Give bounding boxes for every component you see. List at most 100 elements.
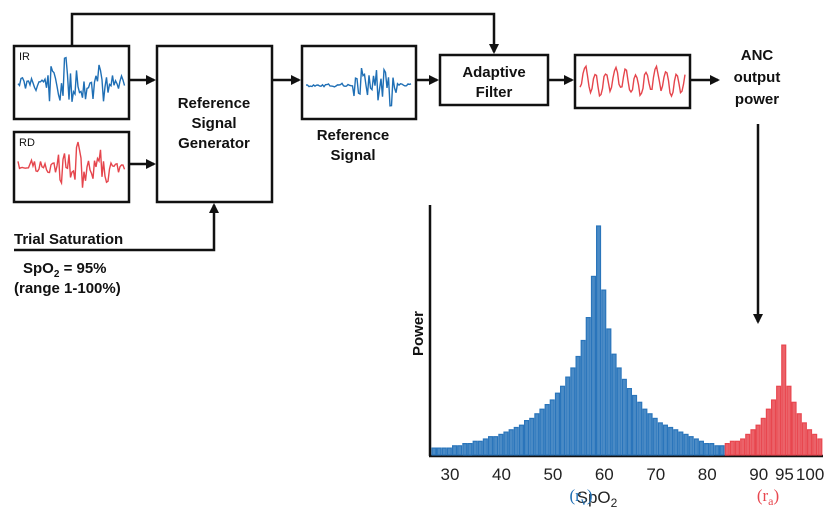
reference-waveform [305, 67, 412, 107]
venous-bar [482, 438, 488, 456]
venous-bar [539, 408, 545, 456]
venous-bar [452, 445, 458, 456]
venous-bar [534, 413, 540, 456]
x-tick-label: 60 [595, 465, 614, 484]
reference-signal-box: Reference Signal [300, 44, 418, 164]
venous-bar [698, 440, 705, 456]
ir-to-filter-arrow [70, 12, 499, 54]
x-tick-label: 90 [749, 465, 768, 484]
connectors [14, 12, 763, 324]
saturation-to-generator-arrow [14, 203, 219, 252]
venous-bar [570, 367, 576, 456]
reference-label-line1: Reference [317, 127, 390, 144]
venous-bar [446, 447, 452, 456]
venous-bar [549, 399, 555, 456]
anc-output-label: ANC output power [734, 47, 781, 108]
venous-bar [688, 436, 694, 456]
venous-peak-label: (rv) [570, 486, 593, 507]
venous-bar [621, 378, 627, 456]
arterial-bar [740, 438, 746, 456]
arterial-bar [724, 443, 730, 456]
venous-bar [462, 443, 468, 456]
arterial-bar [801, 422, 807, 456]
x-tick-label: 50 [543, 465, 562, 484]
venous-bar [559, 385, 566, 456]
venous-bar [580, 339, 586, 456]
arterial-bar [806, 429, 813, 456]
arterial-bar [770, 399, 777, 456]
reference-label-line2: Signal [330, 147, 375, 164]
venous-bar [508, 429, 514, 456]
venous-bar [544, 404, 550, 456]
venous-bar [523, 420, 530, 456]
histogram-bars [431, 225, 823, 456]
filtered-output-box [573, 53, 692, 110]
generator-label-line1: Reference [178, 95, 251, 112]
venous-bar [503, 431, 509, 456]
arterial-bar [765, 408, 771, 456]
arterial-bar [734, 440, 741, 456]
x-tick-label: 100 [796, 465, 824, 484]
anc-label-line3: power [735, 91, 779, 108]
venous-bar [673, 429, 679, 456]
trial-saturation-label: Trial Saturation [14, 231, 123, 248]
arterial-bar [745, 433, 751, 456]
arterial-bar [791, 401, 797, 456]
arterial-bar [755, 424, 761, 456]
venous-bar [631, 394, 638, 456]
arterial-bar [796, 413, 802, 456]
venous-bar [714, 445, 720, 456]
reference-signal-generator-box: Reference Signal Generator [155, 44, 274, 204]
arterial-bar [781, 344, 787, 456]
anc-label-line1: ANC [741, 47, 774, 64]
venous-bar [637, 401, 643, 456]
venous-bar [606, 328, 612, 456]
venous-bar [590, 275, 597, 456]
arterial-bar [750, 429, 756, 456]
venous-bar [477, 440, 483, 456]
venous-bar [518, 424, 525, 456]
trial-saturation-block: Trial Saturation SpO2 = 95% (range 1-100… [14, 231, 123, 297]
venous-bar [693, 438, 699, 456]
venous-bar [657, 422, 663, 456]
venous-bar [441, 447, 447, 456]
venous-bar [611, 353, 617, 456]
venous-bar [601, 289, 607, 456]
venous-bar [616, 367, 622, 456]
rd-waveform [17, 141, 126, 188]
anc-label-line2: output [734, 69, 781, 86]
arterial-peak-label: (ra) [757, 486, 779, 507]
venous-bar [652, 417, 658, 456]
arterial-bar [817, 438, 823, 456]
y-axis-label: Power [410, 311, 427, 356]
venous-bar [678, 431, 684, 456]
venous-bar [457, 445, 463, 456]
x-tick-labels: 30 40 50 60 70 80 90 95 100 [441, 465, 825, 484]
x-axis-label: SpO2 [577, 488, 618, 507]
filter-label-line2: Filter [476, 84, 513, 101]
venous-bar [565, 376, 571, 456]
x-tick-label: 70 [646, 465, 665, 484]
arterial-bar [776, 385, 782, 456]
venous-bar [498, 433, 504, 456]
venous-bar [662, 424, 669, 456]
x-tick-label: 80 [698, 465, 717, 484]
spo2-power-histogram: Power 30 40 50 60 70 80 90 95 100 SpO2 (rv) (ra) [410, 205, 824, 507]
venous-bar [719, 445, 725, 456]
x-tick-label: 30 [441, 465, 460, 484]
venous-bar [575, 355, 581, 456]
rd-signal-box: RD [12, 130, 131, 204]
ir-waveform [17, 56, 126, 102]
venous-bar [529, 417, 535, 456]
adaptive-filter-box: Adaptive Filter [438, 53, 550, 107]
arterial-bar [812, 433, 818, 456]
venous-bar [668, 426, 674, 456]
arterial-bar [729, 440, 735, 456]
venous-bar [467, 443, 473, 456]
range-label: (range 1-100%) [14, 280, 121, 297]
filter-label-line1: Adaptive [462, 64, 525, 81]
arterial-bar [760, 417, 766, 456]
ir-label: IR [19, 51, 30, 63]
x-tick-label: 40 [492, 465, 511, 484]
